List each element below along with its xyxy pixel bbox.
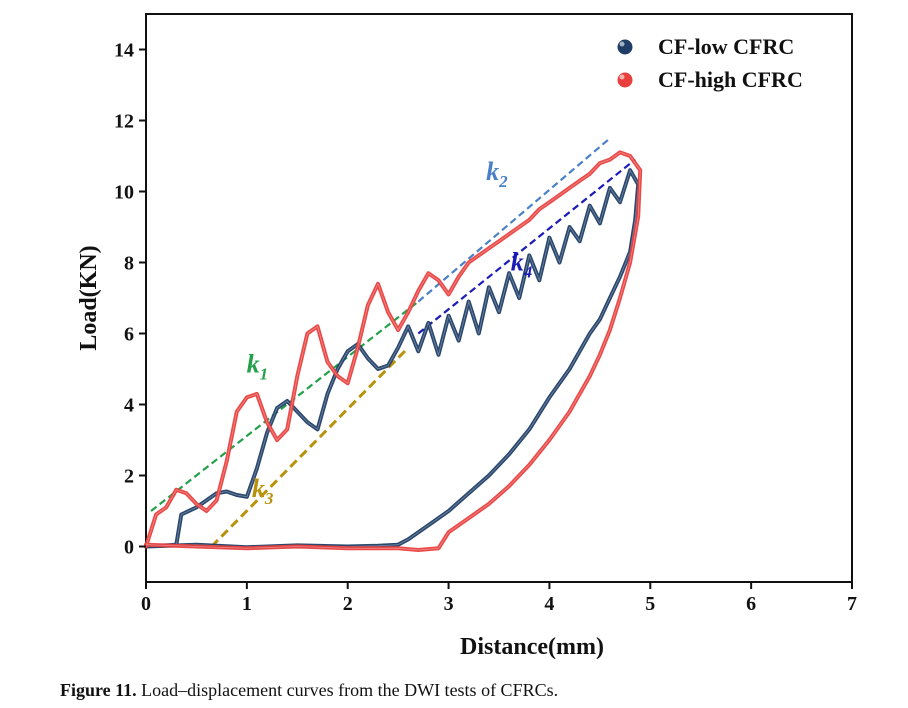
figure-caption: Figure 11. Load–displacement curves from… [60, 680, 558, 701]
series-line-cf-high [144, 150, 643, 552]
y-axis-title: Load(KN) [76, 245, 102, 350]
y-tick-label: 14 [114, 40, 134, 62]
k-label-3: k3 [252, 474, 274, 508]
legend-label-cf-low: CF-low CFRC [658, 34, 794, 59]
y-tick-label: 4 [124, 395, 134, 417]
y-tick-label: 0 [124, 537, 134, 559]
series-highlight-cf-high [145, 151, 641, 551]
x-tick-label: 2 [343, 593, 353, 615]
x-tick-label: 3 [444, 593, 454, 615]
legend-marker-shine [619, 41, 625, 47]
k-label-2: k2 [486, 157, 508, 191]
legend-label-cf-high: CF-high CFRC [658, 67, 803, 92]
x-tick-label: 4 [544, 593, 554, 615]
legend-marker-shine [619, 74, 625, 80]
k-label-4: k4 [511, 248, 533, 282]
x-tick-label: 5 [645, 593, 655, 615]
x-axis-title: Distance(mm) [460, 634, 604, 660]
y-tick-label: 8 [124, 253, 134, 275]
caption-text: Load–displacement curves from the DWI te… [136, 680, 559, 700]
x-tick-label: 6 [746, 593, 756, 615]
x-tick-label: 1 [242, 593, 252, 615]
x-tick-label: 0 [141, 593, 151, 615]
stiffness-line-k2 [417, 137, 611, 303]
stiffness-line-k3 [210, 346, 410, 548]
series-highlight-cf-low [145, 169, 639, 548]
stiffness-line-k1 [150, 300, 419, 512]
x-tick-label: 7 [847, 593, 857, 615]
y-tick-label: 6 [124, 324, 134, 346]
legend-marker-cf-high [616, 71, 634, 89]
stiffness-line-k4 [417, 158, 636, 335]
legend: CF-low CFRC CF-high CFRC [616, 34, 803, 92]
series-line-cf-low [144, 168, 641, 550]
y-tick-label: 12 [114, 111, 134, 133]
k-label-1: k1 [247, 349, 269, 383]
stiffness-labels: k1 k2 k3 k4 [247, 157, 533, 508]
plot-area [144, 13, 853, 583]
y-tick-label: 10 [114, 182, 134, 204]
y-tick-label: 2 [124, 466, 134, 488]
caption-label: Figure 11. [60, 680, 137, 700]
legend-marker-cf-low [616, 38, 634, 56]
plot-frame [145, 13, 853, 583]
